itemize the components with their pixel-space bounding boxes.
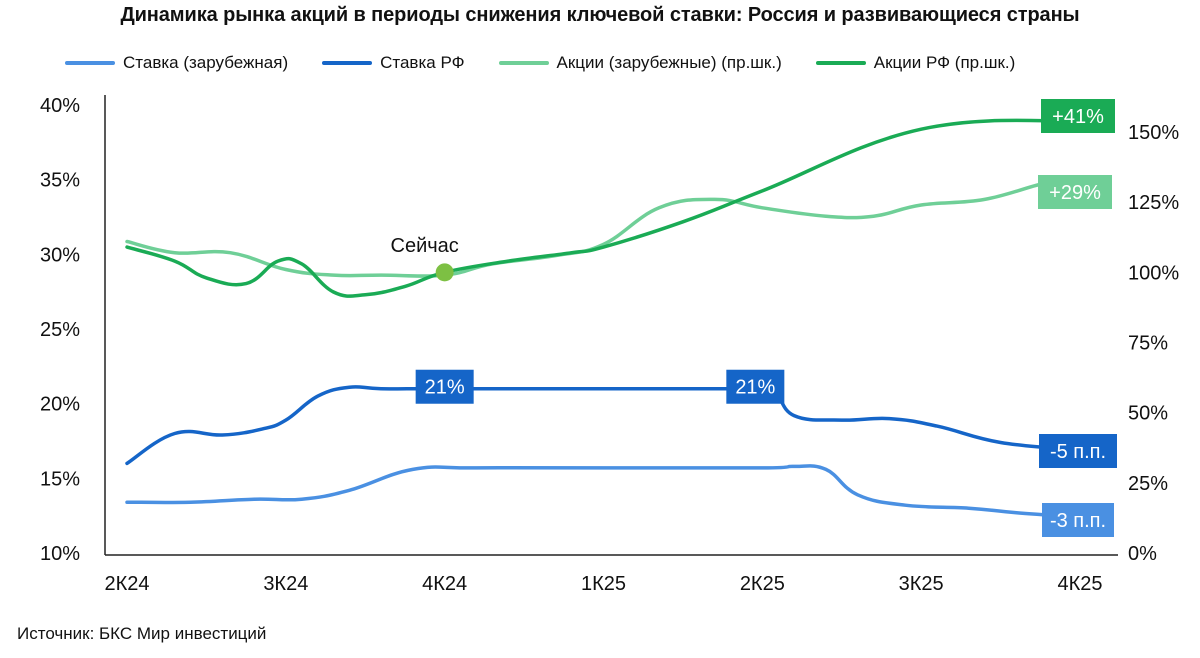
legend-swatch-rate-ru — [322, 61, 373, 65]
y-left-tick-label: 15% — [40, 468, 80, 490]
series-rate-foreign-line — [125, 464, 1082, 519]
now-label: Сейчас — [391, 235, 459, 257]
legend-label-stocks-ru: Акции РФ (пр.шк.) — [873, 53, 1016, 72]
label-stocks-foreign-change: +29% — [1049, 182, 1101, 204]
source-note: Источник: БКС Мир инвестиций — [17, 624, 267, 643]
y-left-tick-label: 40% — [40, 95, 80, 117]
x-tick-label: 2К25 — [740, 573, 785, 595]
legend-item-rate-foreign: Ставка (зарубежная) — [65, 53, 288, 73]
legend-swatch-rate-foreign — [65, 61, 115, 65]
label-rate-foreign-change-box — [1042, 503, 1114, 537]
y-left-tick-label: 10% — [40, 543, 80, 565]
x-tick-label: 4К24 — [422, 573, 467, 595]
y-right-tick-label: 75% — [1128, 333, 1168, 355]
legend-label-stocks-foreign: Акции (зарубежные) (пр.шк.) — [556, 53, 782, 72]
y-left-tick-label: 35% — [40, 170, 80, 192]
x-tick-label: 1К25 — [581, 573, 626, 595]
x-tick-label: 3К25 — [899, 573, 944, 595]
y-right-tick-label: 150% — [1128, 122, 1179, 144]
label-rate-ru-value: 21% — [735, 377, 775, 399]
legend-item-stocks-foreign: Акции (зарубежные) (пр.шк.) — [498, 53, 782, 73]
legend-label-rate-ru: Ставка РФ — [380, 53, 465, 72]
series-rate-ru-line — [125, 384, 1082, 466]
label-rate-ru-value-box — [726, 369, 785, 404]
y-right-tick-label: 50% — [1128, 403, 1168, 425]
y-right-tick-label: 25% — [1128, 473, 1168, 495]
y-left-tick-label: 20% — [40, 394, 80, 416]
label-rate-foreign-change: -3 п.п. — [1050, 510, 1106, 532]
label-rate-ru-change: -5 п.п. — [1050, 441, 1106, 463]
x-tick-label: 4К25 — [1057, 573, 1102, 595]
label-stocks-foreign-change-box — [1038, 175, 1112, 209]
label-stocks-ru-change: +41% — [1052, 106, 1104, 128]
legend-swatch-stocks-foreign — [498, 61, 549, 65]
label-stocks-ru-change-box — [1041, 99, 1115, 133]
series-stocks-ru-line — [125, 118, 1082, 298]
legend-swatch-stocks-ru — [815, 61, 866, 65]
y-right-tick-label: 0% — [1128, 543, 1157, 565]
chart-title: Динамика рынка акций в периоды снижения … — [120, 4, 1080, 26]
label-rate-ru-value: 21% — [425, 377, 465, 399]
legend: Ставка (зарубежная) Ставка РФ Акции (зар… — [65, 53, 1049, 73]
now-marker — [435, 263, 454, 282]
legend-label-rate-foreign: Ставка (зарубежная) — [123, 53, 289, 72]
series-stocks-foreign-line — [125, 179, 1082, 278]
y-left-tick-label: 30% — [40, 244, 80, 266]
x-tick-label: 3К24 — [263, 573, 308, 595]
legend-item-stocks-ru: Акции РФ (пр.шк.) — [815, 53, 1016, 73]
label-rate-ru-value-box — [415, 369, 474, 404]
x-tick-label: 2К24 — [104, 573, 149, 595]
y-right-tick-label: 125% — [1128, 192, 1179, 214]
y-left-tick-label: 25% — [40, 319, 80, 341]
y-right-tick-label: 100% — [1128, 262, 1179, 284]
label-rate-ru-change-box — [1039, 434, 1117, 468]
legend-item-rate-ru: Ставка РФ — [322, 53, 465, 73]
